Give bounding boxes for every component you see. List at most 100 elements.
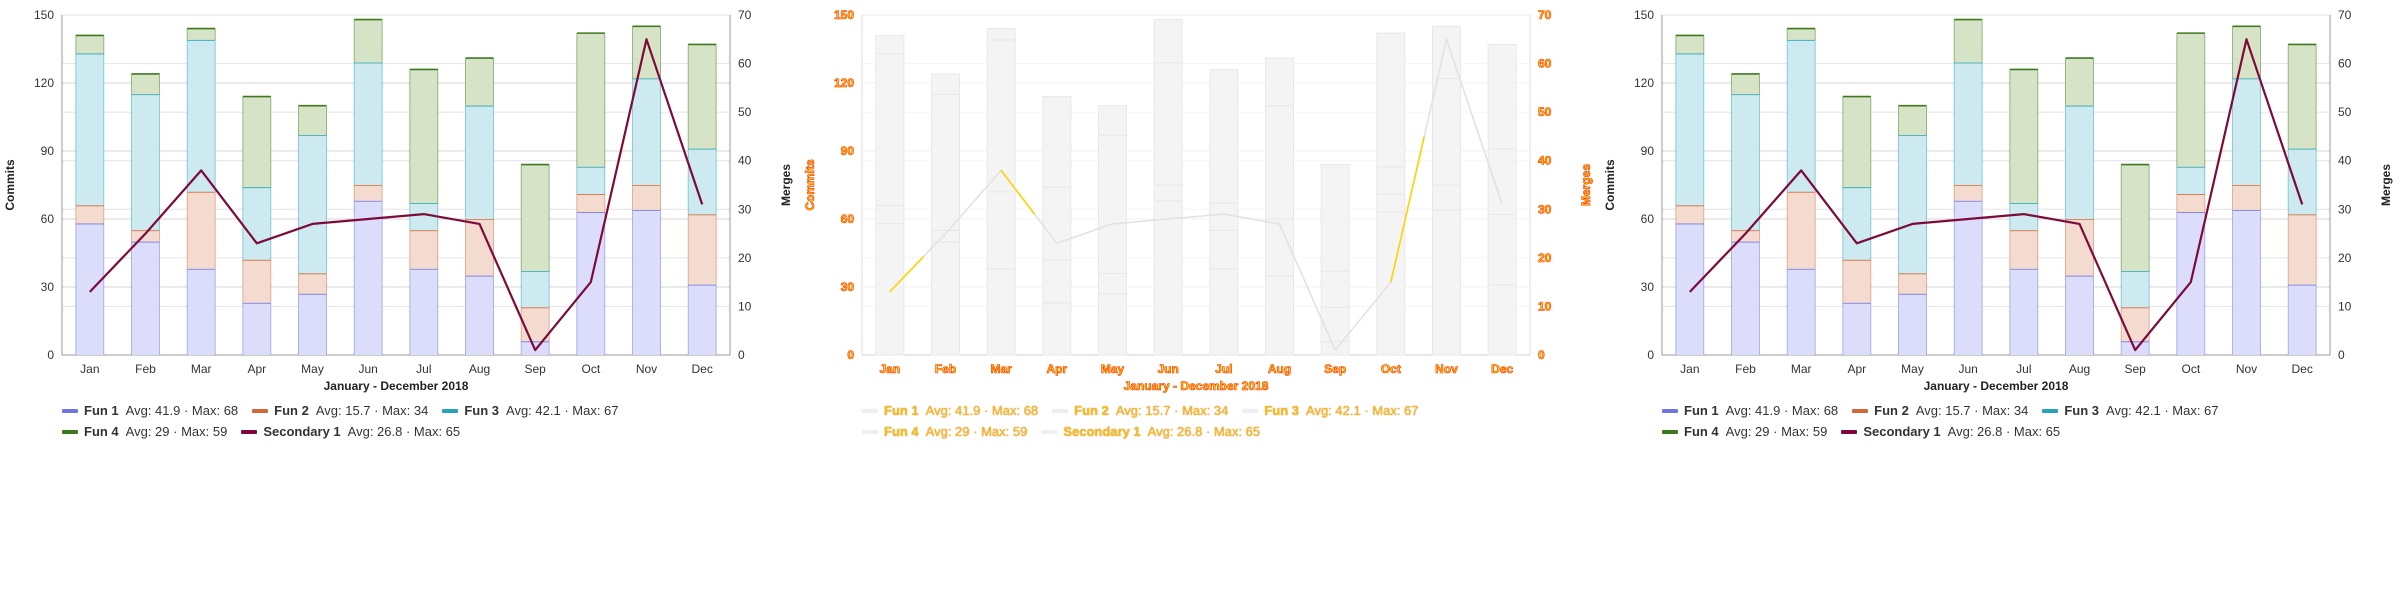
legend-item[interactable]: Fun 1 Avg: 41.9 · Max: 68 — [1662, 403, 1838, 418]
x-tick-label: Mar — [990, 362, 1012, 376]
bar-fun-3 — [1376, 166, 1406, 195]
x-tick-label: Apr — [1847, 362, 1866, 376]
legend-item[interactable]: Fun 3 Avg: 42.1 · Max: 67 — [1242, 403, 1419, 418]
legend-series-name: Fun 4 — [884, 424, 919, 439]
bar-fun-1 — [131, 241, 160, 355]
bar-fun-2 — [2121, 307, 2150, 342]
bar-fun-4 — [1265, 57, 1294, 107]
legend-item[interactable]: Fun 4 Avg: 29 · Max: 59 — [1662, 424, 1827, 439]
bar-fun-3 — [1265, 105, 1294, 220]
y-axis-title: Commits — [1603, 159, 1617, 211]
bar-fun-3 — [2121, 271, 2150, 308]
bar-fun-1 — [465, 275, 494, 355]
bar-fun-3 — [2288, 148, 2317, 215]
legend-series-stat: Avg: 15.7 · Max: 34 — [1915, 403, 2029, 418]
x-tick-label: Aug — [1268, 362, 1291, 376]
bar-fun-1 — [1265, 275, 1294, 356]
legend-item[interactable]: Fun 2 Avg: 15.7 · Max: 34 — [1852, 403, 2028, 418]
legend-series-stat: Avg: 42.1 · Max: 67 — [506, 403, 619, 418]
legend-series-name: Secondary 1 — [1863, 424, 1941, 439]
legend-series-name: Fun 4 — [1684, 424, 1719, 439]
legend-item[interactable]: Fun 2 Avg: 15.7 · Max: 34 — [1052, 403, 1228, 418]
x-tick-label: Apr — [1046, 362, 1067, 376]
bar-fun-1 — [354, 200, 383, 355]
x-axis-title: January - December 2018 — [1924, 379, 2069, 393]
legend-series-stat: Avg: 29 · Max: 59 — [125, 424, 228, 439]
x-tick-label: Dec — [691, 362, 712, 376]
y2-tick-label: 60 — [2338, 57, 2352, 71]
x-tick-label: Feb — [1735, 362, 1756, 376]
y-tick-label: 90 — [841, 144, 855, 158]
line-highlight — [1000, 169, 1036, 215]
bar-fun-3 — [2065, 105, 2094, 219]
bar-fun-3 — [2232, 78, 2261, 185]
bar-fun-1 — [2065, 275, 2094, 355]
chart-legend-middle: Fun 1 Avg: 41.9 · Max: 68 Fun 2 Avg: 15.7 ·… — [862, 400, 1433, 442]
y-tick-label: 60 — [1641, 212, 1655, 226]
legend-swatch — [862, 408, 878, 413]
legend-row: Fun 4 Avg: 29 · Max: 59 Secondary 1 Avg: 26… — [62, 421, 633, 442]
x-tick-label: Jan — [1680, 362, 1699, 376]
bar-fun-1 — [75, 223, 104, 355]
y2-tick-label: 40 — [2338, 154, 2352, 168]
bar-fun-4 — [1842, 96, 1871, 188]
bar-fun-3 — [1153, 62, 1183, 186]
legend-series-name: Fun 4 — [84, 424, 119, 439]
legend-series-stat: Avg: 41.9 · Max: 68 — [1725, 403, 1839, 418]
y-tick-label: 30 — [841, 280, 855, 294]
bar-fun-1 — [2232, 209, 2261, 355]
bar-fun-3 — [1898, 135, 1927, 274]
legend-swatch — [862, 429, 878, 434]
bar-fun-1 — [2288, 284, 2317, 355]
line-highlight — [1390, 136, 1426, 283]
y2-tick-label: 50 — [2338, 105, 2352, 119]
line-highlight — [889, 256, 924, 293]
x-tick-label: Feb — [135, 362, 156, 376]
legend-item[interactable]: Fun 4 Avg: 29 · Max: 59 — [62, 424, 227, 439]
bar-fun-4 — [1376, 32, 1406, 168]
legend-series-stat: Avg: 41.9 · Max: 68 — [925, 403, 1039, 418]
legend-item[interactable]: Secondary 1 Avg: 26.8 · Max: 65 — [241, 424, 460, 439]
legend-item[interactable]: Fun 3 Avg: 42.1 · Max: 67 — [442, 403, 619, 418]
legend-swatch — [1052, 408, 1069, 413]
chart-panel-middle: 0 30 60 90 120 150 0 10 20 30 40 50 60 70 Commits Merge… — [803, 8, 1594, 394]
bar-fun-3 — [875, 53, 905, 206]
bar-fun-2 — [1787, 191, 1816, 269]
bar-fun-4 — [2288, 44, 2317, 149]
x-tick-label: Jan — [80, 362, 99, 376]
legend-series-name: Fun 3 — [2064, 403, 2100, 418]
bar-fun-2 — [1731, 230, 1760, 242]
legend-series-stat: Avg: 15.7 · Max: 34 — [315, 403, 429, 418]
x-tick-label: Jun — [358, 362, 377, 376]
y-tick-label: 90 — [1641, 144, 1655, 158]
y-tick-label: 120 — [834, 76, 854, 90]
legend-item[interactable]: Secondary 1 Avg: 26.8 · Max: 65 — [1841, 424, 2060, 439]
legend-row: Fun 4 Avg: 29 · Max: 59 Secondary 1 Avg: 26… — [1662, 421, 2233, 442]
bar-fun-2 — [1954, 185, 1983, 201]
y2-tick-label: 60 — [1538, 57, 1552, 71]
legend-item[interactable]: Fun 2 Avg: 15.7 · Max: 34 — [252, 403, 428, 418]
bar-fun-1 — [409, 268, 438, 355]
bar-fun-2 — [576, 194, 605, 213]
legend-item[interactable]: Fun 1 Avg: 41.9 · Max: 68 — [62, 403, 238, 418]
y2-tick-label: 0 — [738, 348, 745, 362]
legend-item[interactable]: Fun 4 Avg: 29 · Max: 59 — [862, 424, 1027, 439]
bar-fun-4 — [1098, 105, 1127, 136]
legend-item[interactable]: Secondary 1 Avg: 26.8 · Max: 65 — [1041, 424, 1260, 439]
legend-swatch — [62, 408, 78, 413]
bar-fun-1 — [1675, 223, 1704, 355]
bar-fun-1 — [1432, 209, 1461, 356]
y2-tick-label: 40 — [1538, 154, 1552, 168]
bar-fun-1 — [1487, 284, 1517, 356]
bar-fun-4 — [75, 35, 104, 54]
bar-fun-4 — [521, 164, 550, 272]
bar-fun-4 — [931, 73, 960, 95]
bar-fun-4 — [1209, 68, 1239, 204]
bar-fun-1 — [1209, 268, 1239, 356]
x-tick-label: May — [1901, 362, 1924, 376]
legend-item[interactable]: Fun 3 Avg: 42.1 · Max: 67 — [2042, 403, 2219, 418]
y-tick-label: 90 — [41, 144, 55, 158]
legend-item[interactable]: Fun 1 Avg: 41.9 · Max: 68 — [862, 403, 1038, 418]
bar-fun-3 — [1842, 187, 1871, 260]
bar-fun-2 — [1432, 184, 1461, 211]
